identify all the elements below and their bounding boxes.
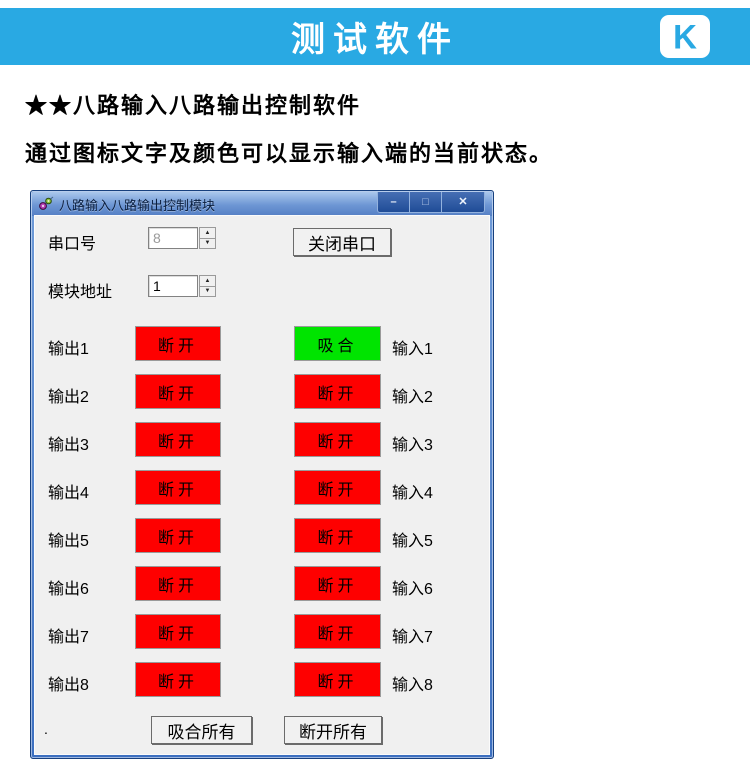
engage-all-button[interactable]: 吸合所有 [151,716,252,744]
channel-row-2: 输出2 断开 断开 输入2 [35,374,489,409]
input-state-indicator: 断开 [294,470,381,505]
window-title: 八路输入八路输出控制模块 [59,197,216,213]
maximize-icon: □ [422,195,429,208]
input-label: 输入2 [392,389,433,406]
output-label: 输出2 [48,389,89,406]
arrow-down-icon: ▼ [204,288,211,295]
module-address-spinner: ▲ ▼ [199,275,216,297]
input-label: 输入3 [392,437,433,454]
input-state-indicator: 断开 [294,518,381,553]
module-address-label: 模块地址 [48,284,113,301]
output-label: 输出3 [48,437,89,454]
input-label: 输入8 [392,677,433,694]
output-label: 输出4 [48,485,89,502]
input-state-indicator: 断开 [294,614,381,649]
output-state-button[interactable]: 断开 [135,470,221,505]
channel-row-8: 输出8 断开 断开 输入8 [35,662,489,697]
close-button[interactable]: ✕ [441,192,485,213]
arrow-down-icon: ▼ [204,240,211,247]
output-state-button[interactable]: 断开 [135,518,221,553]
output-label: 输出6 [48,581,89,598]
close-serial-button[interactable]: 关闭串口 [293,228,391,256]
output-state-button[interactable]: 断开 [135,374,221,409]
serial-port-input[interactable] [148,227,198,249]
window-app-icon [39,196,54,210]
channel-row-5: 输出5 断开 断开 输入5 [35,518,489,553]
output-state-button[interactable]: 断开 [135,662,221,697]
output-state-button[interactable]: 断开 [135,422,221,457]
module-address-input[interactable] [148,275,198,297]
output-state-button[interactable]: 断开 [135,566,221,601]
brand-logo-letter: K [673,16,697,56]
input-state-indicator: 吸合 [294,326,381,361]
arrow-up-icon: ▲ [204,277,211,284]
input-state-indicator: 断开 [294,662,381,697]
control-window: 八路输入八路输出控制模块 – □ ✕ 串口号 ▲ ▼ 关闭串口 模块 [30,190,494,759]
output-label: 输出5 [48,533,89,550]
channel-row-6: 输出6 断开 断开 输入6 [35,566,489,601]
intro-line-2: 通过图标文字及颜色可以显示输入端的当前状态。 [25,141,554,166]
input-label: 输入6 [392,581,433,598]
arrow-up-icon: ▲ [204,229,211,236]
input-state-indicator: 断开 [294,566,381,601]
channel-row-3: 输出3 断开 断开 输入3 [35,422,489,457]
output-label: 输出7 [48,629,89,646]
input-label: 输入1 [392,341,433,358]
maximize-button[interactable]: □ [409,192,442,213]
intro-line-1: ★★八路输入八路输出控制软件 [25,93,362,118]
input-label: 输入5 [392,533,433,550]
close-icon: ✕ [458,195,468,208]
input-label: 输入7 [392,629,433,646]
app-banner: 测试软件 K [0,8,750,65]
channel-row-1: 输出1 断开 吸合 输入1 [35,326,489,361]
window-titlebar[interactable]: 八路输入八路输出控制模块 – □ ✕ [32,192,492,216]
input-state-indicator: 断开 [294,422,381,457]
app-title: 测试软件 [291,22,459,59]
serial-port-spinner: ▲ ▼ [199,227,216,249]
minimize-icon: – [390,195,397,208]
spin-down-button[interactable]: ▼ [199,285,216,297]
input-state-indicator: 断开 [294,374,381,409]
window-client-area: 串口号 ▲ ▼ 关闭串口 模块地址 ▲ ▼ 输出1 断开 吸合 输 [35,216,489,754]
footer-dot: . [44,721,48,737]
channel-row-4: 输出4 断开 断开 输入4 [35,470,489,505]
channel-row-7: 输出7 断开 断开 输入7 [35,614,489,649]
brand-logo: K [660,15,710,58]
minimize-button[interactable]: – [377,192,410,213]
output-state-button[interactable]: 断开 [135,614,221,649]
spin-down-button[interactable]: ▼ [199,237,216,249]
output-label: 输出8 [48,677,89,694]
release-all-button[interactable]: 断开所有 [284,716,382,744]
output-state-button[interactable]: 断开 [135,326,221,361]
window-controls: – □ ✕ [377,192,485,213]
output-label: 输出1 [48,341,89,358]
input-label: 输入4 [392,485,433,502]
serial-port-label: 串口号 [48,236,97,253]
